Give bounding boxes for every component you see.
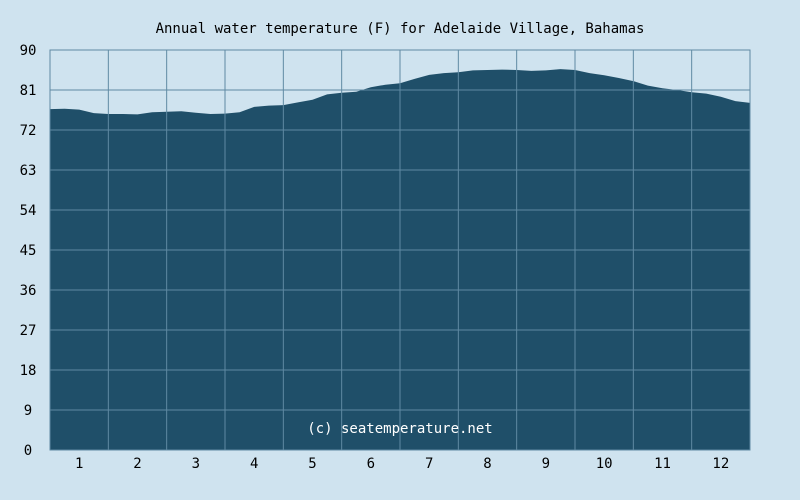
plot-border bbox=[49, 49, 751, 451]
x-tick-label: 1 bbox=[75, 456, 83, 472]
x-tick-label: 5 bbox=[308, 456, 316, 472]
x-tick-label: 8 bbox=[483, 456, 491, 472]
x-tick-label: 11 bbox=[654, 456, 671, 472]
x-tick-label: 2 bbox=[133, 456, 141, 472]
y-tick-label: 27 bbox=[20, 323, 37, 339]
x-tick-label: 12 bbox=[712, 456, 729, 472]
x-tick-label: 10 bbox=[596, 456, 613, 472]
y-axis-ticks: 0 9 18 27 36 45 54 63 72 81 90 bbox=[20, 43, 37, 459]
chart-title: Annual water temperature (F) for Adelaid… bbox=[156, 21, 645, 37]
y-tick-label: 18 bbox=[20, 363, 37, 379]
y-tick-label: 81 bbox=[20, 83, 37, 99]
y-tick-label: 63 bbox=[20, 163, 37, 179]
x-tick-label: 7 bbox=[425, 456, 433, 472]
x-tick-label: 3 bbox=[192, 456, 200, 472]
y-tick-label: 45 bbox=[20, 243, 37, 259]
y-tick-label: 72 bbox=[20, 123, 37, 139]
watermark-text: (c) seatemperature.net bbox=[307, 421, 492, 437]
y-tick-label: 9 bbox=[24, 403, 32, 419]
y-tick-label: 54 bbox=[20, 203, 37, 219]
y-tick-label: 90 bbox=[20, 43, 37, 59]
x-tick-label: 6 bbox=[367, 456, 375, 472]
x-axis-ticks: 1 2 3 4 5 6 7 8 9 10 11 12 bbox=[75, 456, 729, 472]
y-tick-label: 0 bbox=[24, 443, 32, 459]
y-tick-label: 36 bbox=[20, 283, 37, 299]
x-tick-label: 9 bbox=[542, 456, 550, 472]
x-tick-label: 4 bbox=[250, 456, 258, 472]
